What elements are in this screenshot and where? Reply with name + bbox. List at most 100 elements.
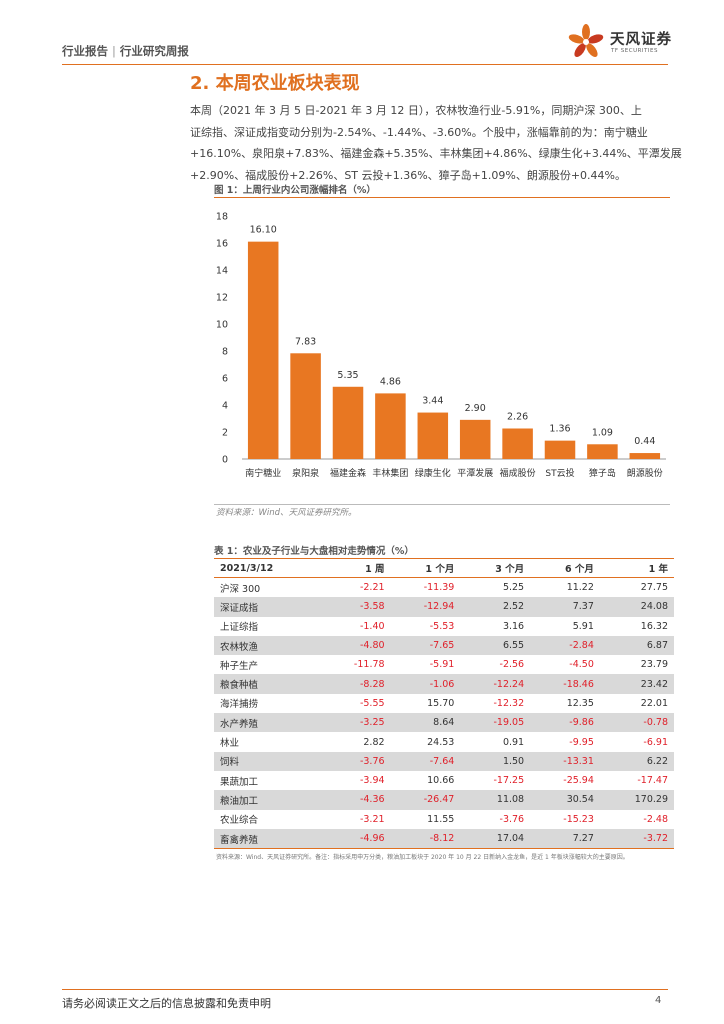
table-cell: 24.08 (599, 597, 674, 617)
table-cell: -11.78 (353, 659, 385, 671)
category-label: 福成股份 (500, 467, 536, 479)
section-title: 2. 本周农业板块表现 (190, 73, 360, 94)
table-cell: 1.50 (460, 751, 531, 771)
bar (629, 453, 661, 459)
table-cell: 11.55 (427, 813, 455, 825)
table-cell: -7.65 (390, 635, 461, 656)
footer-divider (62, 989, 668, 990)
table-row: 畜禽养殖 -4.96 -8.12 17.04 7.27 -3.72 (214, 828, 674, 850)
table-cell: 11.08 (460, 790, 531, 810)
y-tick-label: 16 (216, 239, 228, 250)
table-row-label: 深证成指 (214, 597, 321, 617)
table-cell: -17.47 (637, 775, 668, 787)
table-row: 饲料 -3.76 -7.64 1.50 -13.31 6.22 (214, 751, 674, 771)
table-cell: -2.56 (499, 659, 525, 671)
table-row: 粮食种植 -8.28 -1.06 -12.24 -18.46 23.42 (214, 674, 674, 694)
bar (417, 412, 449, 459)
table-cell: 11.22 (566, 582, 594, 594)
y-tick-label: 8 (222, 347, 228, 358)
table-cell: -4.80 (320, 635, 391, 656)
summary-paragraph: 本周（2021 年 3 月 5 日-2021 年 3 月 12 日），农林牧渔行… (190, 100, 682, 186)
table-row-label: 水产养殖 (214, 713, 321, 733)
logo-subtitle: TF SECURITIES (611, 48, 658, 54)
table-cell: -8.12 (390, 828, 461, 850)
table-cell: 7.37 (530, 597, 600, 617)
table-cell: 5.25 (502, 582, 525, 594)
table-title: 表 1：农业及子行业与大盘相对走势情况（%） (214, 546, 414, 557)
table-cell: -7.64 (390, 751, 461, 771)
table-row-label: 果蔬加工 (220, 776, 259, 788)
table-row: 种子生产 -11.78 -5.91 -2.56 -4.50 23.79 (214, 655, 674, 674)
logo-flower-icon (568, 24, 604, 57)
page-number: 4 (655, 995, 662, 1006)
table-note: 资料来源：Wind、天风证券研究所。备注：指标采用申万分类，粮油加工板块于 20… (216, 854, 629, 861)
table-header-1m: 1 个月 (390, 558, 461, 578)
table-cell: 3.16 (502, 620, 525, 632)
header-divider (62, 64, 668, 65)
table-cell: 23.42 (599, 674, 674, 694)
header-separator: | (112, 44, 116, 58)
table-cell: -5.55 (359, 697, 385, 709)
table-row-label: 沪深 300 (220, 583, 261, 595)
table-row: 水产养殖 -3.25 8.64 -19.05 -9.86 -0.78 (214, 713, 674, 733)
category-label: ST云投 (545, 467, 574, 479)
paragraph-line: +16.10%、泉阳泉+7.83%、福建金森+5.35%、丰林集团+4.86%、… (190, 147, 682, 160)
performance-table: 2021/3/12 1 周 1 个月 3 个月 6 个月 1 年 沪深 300 -… (214, 558, 674, 850)
table-cell: -12.24 (460, 674, 531, 694)
table-cell: -4.50 (569, 659, 594, 671)
bar (544, 440, 576, 459)
y-tick-label: 4 (222, 401, 228, 412)
table-cell: 15.70 (427, 697, 455, 709)
table-cell: 2.82 (363, 736, 385, 748)
table-cell: -0.78 (599, 713, 674, 733)
footer-disclaimer: 请务必阅读正文之后的信息披露和免责申明 (62, 997, 271, 1010)
table-row-label: 粮食种植 (214, 674, 321, 694)
table-cell: -9.95 (569, 736, 594, 748)
logo-name: 天风证券 (610, 32, 672, 48)
table-row: 海洋捕捞 -5.55 15.70 -12.32 12.35 22.01 (214, 694, 674, 713)
table-cell: -2.48 (643, 813, 668, 825)
table-cell: -13.31 (530, 751, 600, 771)
table-cell: 12.35 (566, 697, 594, 709)
y-tick-label: 12 (216, 293, 228, 304)
figure-source: 资料来源：Wind、天风证券研究所。 (216, 508, 357, 518)
table-cell: 10.66 (427, 775, 455, 787)
table-cell: -19.05 (460, 713, 531, 733)
table-row: 沪深 300 -2.21 -11.39 5.25 11.22 27.75 (214, 578, 674, 598)
table-cell: -3.58 (320, 597, 391, 617)
table-cell: -1.40 (359, 620, 385, 632)
bar-value-label: 5.35 (337, 370, 358, 381)
table-cell: -5.91 (429, 659, 455, 671)
figure-bottom-divider (214, 504, 670, 505)
table-cell: 5.91 (572, 620, 594, 632)
table-cell: -12.32 (493, 697, 525, 709)
y-tick-label: 10 (216, 320, 228, 331)
table-cell: 6.22 (599, 751, 674, 771)
table-cell: -15.23 (563, 813, 594, 825)
bar (502, 428, 533, 459)
table-row-label: 种子生产 (220, 660, 259, 672)
table-cell: -3.72 (599, 828, 674, 850)
table-cell: 170.29 (599, 790, 674, 810)
table-cell: -17.25 (493, 775, 525, 787)
table-cell: -18.46 (530, 674, 600, 694)
table-header-row: 2021/3/12 1 周 1 个月 3 个月 6 个月 1 年 (214, 558, 674, 578)
table-row-label: 农林牧渔 (214, 635, 321, 656)
report-category: 行业报告 | 行业研究周报 (62, 43, 189, 59)
bar (375, 393, 406, 459)
table-cell: 6.55 (460, 635, 531, 656)
bar-value-label: 0.44 (634, 436, 655, 447)
table-cell: -6.91 (643, 736, 668, 748)
report-type: 行业报告 (62, 44, 108, 58)
table-row-label: 农业综合 (220, 815, 259, 827)
table-cell: 24.53 (427, 736, 455, 748)
category-label: 绿康生化 (415, 467, 451, 479)
table-cell: 22.01 (640, 697, 668, 709)
table-cell: 17.04 (460, 828, 531, 850)
figure-divider (214, 197, 670, 198)
table-row: 林业 2.82 24.53 0.91 -9.95 -6.91 (214, 732, 674, 751)
table-cell: -26.47 (390, 790, 461, 810)
table-cell: 7.27 (530, 828, 600, 850)
bar-value-label: 3.44 (422, 396, 443, 407)
table-cell: 2.52 (460, 597, 531, 617)
